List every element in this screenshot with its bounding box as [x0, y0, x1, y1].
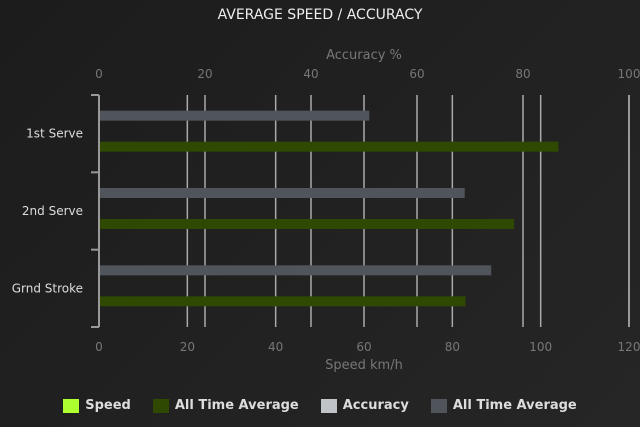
top-tick-label: 80 [515, 67, 530, 81]
top-tick-label: 100 [618, 67, 640, 81]
top-tick-label: 0 [95, 67, 103, 81]
bottom-tick-label: 0 [95, 340, 103, 354]
bar-accuracy-average [100, 110, 370, 121]
legend-item[interactable]: All Time Average [152, 398, 299, 413]
bottom-tick-label: 40 [268, 340, 283, 354]
bottom-tick-label: 60 [356, 340, 371, 354]
top-axis-label: Accuracy % [326, 48, 402, 63]
chart-title: AVERAGE SPEED / ACCURACY [217, 7, 423, 23]
bar-accuracy-average [100, 265, 492, 276]
legend-label: All Time Average [174, 398, 299, 413]
legend: Speed All Time Average Accuracy All Time… [0, 398, 640, 413]
bottom-tick-label: 100 [529, 340, 552, 354]
top-tick-label: 60 [409, 67, 424, 81]
legend-item[interactable]: Accuracy [320, 398, 409, 413]
legend-swatch [152, 398, 169, 413]
legend-item[interactable]: Speed [63, 398, 131, 413]
bottom-axis-label: Speed km/h [325, 358, 403, 373]
bottom-tick-label: 20 [180, 340, 195, 354]
bar-speed-average [100, 296, 466, 307]
category-label: 1st Serve [26, 127, 83, 141]
legend-swatch [320, 398, 337, 413]
category-label: Grnd Stroke [12, 281, 83, 295]
legend-item[interactable]: All Time Average [430, 398, 577, 413]
category-label: 2nd Serve [22, 204, 83, 218]
top-tick-label: 20 [197, 67, 212, 81]
bottom-tick-label: 120 [618, 340, 640, 354]
legend-swatch [430, 398, 447, 413]
bar-speed-average [100, 219, 515, 229]
top-tick-label: 40 [303, 67, 318, 81]
bar-speed-average [100, 141, 559, 152]
legend-swatch [63, 398, 80, 413]
legend-label: All Time Average [452, 398, 577, 413]
bar-accuracy-average [100, 188, 465, 198]
legend-label: Accuracy [342, 398, 409, 413]
legend-label: Speed [85, 398, 131, 413]
bottom-tick-label: 80 [445, 340, 460, 354]
